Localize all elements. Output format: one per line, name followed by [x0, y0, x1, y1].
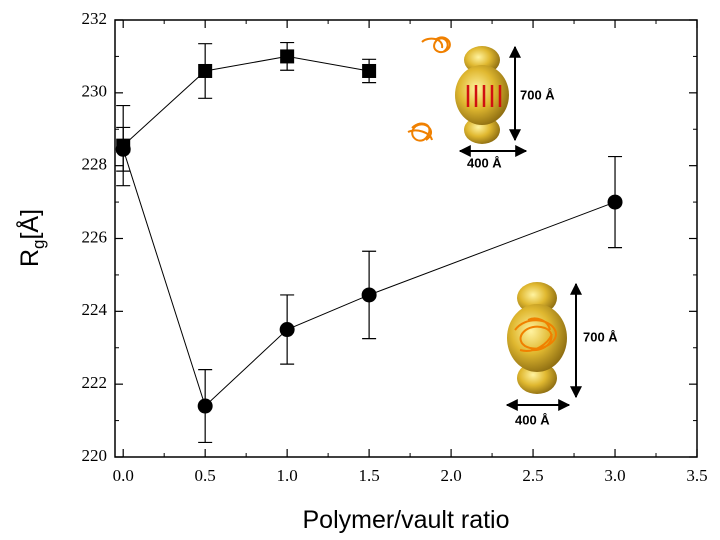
- plot-frame: [114, 19, 698, 458]
- annotation: 400 Å: [515, 412, 550, 427]
- data-point: [115, 141, 131, 157]
- data-point: [362, 63, 377, 78]
- x-tick-label: 3.0: [604, 466, 625, 485]
- vault-inset-bottom: 700 Å 400 Å: [505, 282, 618, 427]
- x-tick-label: 0.0: [113, 466, 134, 485]
- y-tick-label: 228: [82, 155, 108, 174]
- x-tick-label: 1.0: [277, 466, 298, 485]
- x-tick-label: 1.5: [358, 466, 379, 485]
- data-point: [198, 63, 213, 78]
- ticks: 220 222 224 226 228 230 232 0.0 0.5 1.0 1.5 2.0 2.5 3…: [82, 9, 708, 485]
- x-tick-label: 3.5: [686, 466, 707, 485]
- y-title-sub: g: [29, 240, 48, 249]
- y-tick-label: 224: [82, 300, 108, 319]
- y-title-rest: [Å]: [14, 209, 44, 240]
- data-point: [197, 398, 213, 414]
- x-tick-label: 0.5: [195, 466, 216, 485]
- y-tick-label: 230: [82, 82, 108, 101]
- data-point: [361, 287, 377, 303]
- data-point: [280, 49, 295, 64]
- annotation: 700 Å: [583, 329, 618, 344]
- x-tick-label: 2.5: [522, 466, 543, 485]
- annotation: 400 Å: [467, 155, 502, 170]
- vault-inset-top: 700 Å 400 Å: [407, 36, 555, 170]
- x-axis-title: Polymer/vault ratio: [302, 506, 509, 534]
- annotation: 700 Å: [520, 87, 555, 102]
- series-line: [122, 55, 370, 147]
- y-axis-title: Rg[Å]: [14, 209, 48, 267]
- x-tick-label: 2.0: [440, 466, 461, 485]
- y-tick-label: 222: [82, 373, 108, 392]
- y-tick-label: 220: [82, 446, 108, 465]
- y-title-main: R: [16, 249, 44, 267]
- y-tick-label: 232: [82, 9, 108, 28]
- data-marks: [115, 41, 623, 444]
- data-point: [607, 194, 623, 210]
- data-point: [279, 322, 295, 338]
- y-tick-label: 226: [82, 227, 108, 246]
